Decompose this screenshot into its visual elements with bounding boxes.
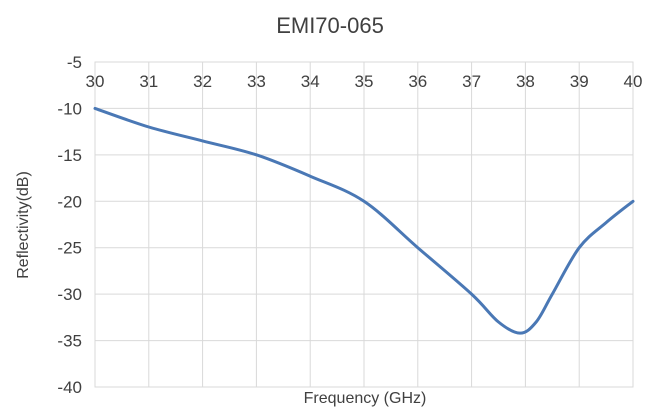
data-point xyxy=(147,125,151,129)
data-point xyxy=(308,174,312,178)
data-point xyxy=(416,246,420,250)
data-point xyxy=(631,199,635,203)
x-tick-label: 32 xyxy=(193,72,212,91)
data-point xyxy=(470,292,474,296)
data-point xyxy=(604,221,608,225)
x-tick-label: 30 xyxy=(86,72,105,91)
y-tick-label: -20 xyxy=(57,192,82,211)
chart-title: EMI70-065 xyxy=(276,13,384,38)
x-tick-label: 36 xyxy=(408,72,427,91)
data-point xyxy=(497,320,501,324)
data-point xyxy=(550,292,554,296)
series-line xyxy=(93,106,635,335)
y-tick-label: -25 xyxy=(57,239,82,258)
x-axis-label: Frequency (GHz) xyxy=(304,390,427,407)
x-tick-label: 31 xyxy=(139,72,158,91)
x-tick-label: 33 xyxy=(247,72,266,91)
y-tick-label: -5 xyxy=(67,53,82,72)
data-point xyxy=(362,199,366,203)
data-point xyxy=(93,106,97,110)
data-point xyxy=(254,153,258,157)
y-tick-label: -40 xyxy=(57,378,82,397)
y-tick-label: -30 xyxy=(57,285,82,304)
y-axis-label: Reflectivity(dB) xyxy=(15,171,32,279)
x-tick-label: 39 xyxy=(570,72,589,91)
x-tick-label: 35 xyxy=(355,72,374,91)
data-point xyxy=(534,320,538,324)
data-point xyxy=(201,139,205,143)
data-point xyxy=(577,246,581,250)
data-point xyxy=(518,331,522,335)
x-tick-label: 37 xyxy=(462,72,481,91)
x-tick-label: 38 xyxy=(516,72,535,91)
x-tick-label: 34 xyxy=(301,72,320,91)
x-axis-ticks: 30 31 32 33 34 35 36 37 38 39 40 xyxy=(86,72,643,91)
x-tick-label: 40 xyxy=(624,72,643,91)
y-tick-label: -10 xyxy=(57,99,82,118)
series-layer xyxy=(93,106,635,335)
plot-frame xyxy=(94,61,634,388)
y-tick-label: -35 xyxy=(57,332,82,351)
grid xyxy=(94,61,634,388)
y-axis-ticks: -5 -10 -15 -20 -25 -30 -35 -40 xyxy=(57,53,82,397)
y-tick-label: -15 xyxy=(57,146,82,165)
